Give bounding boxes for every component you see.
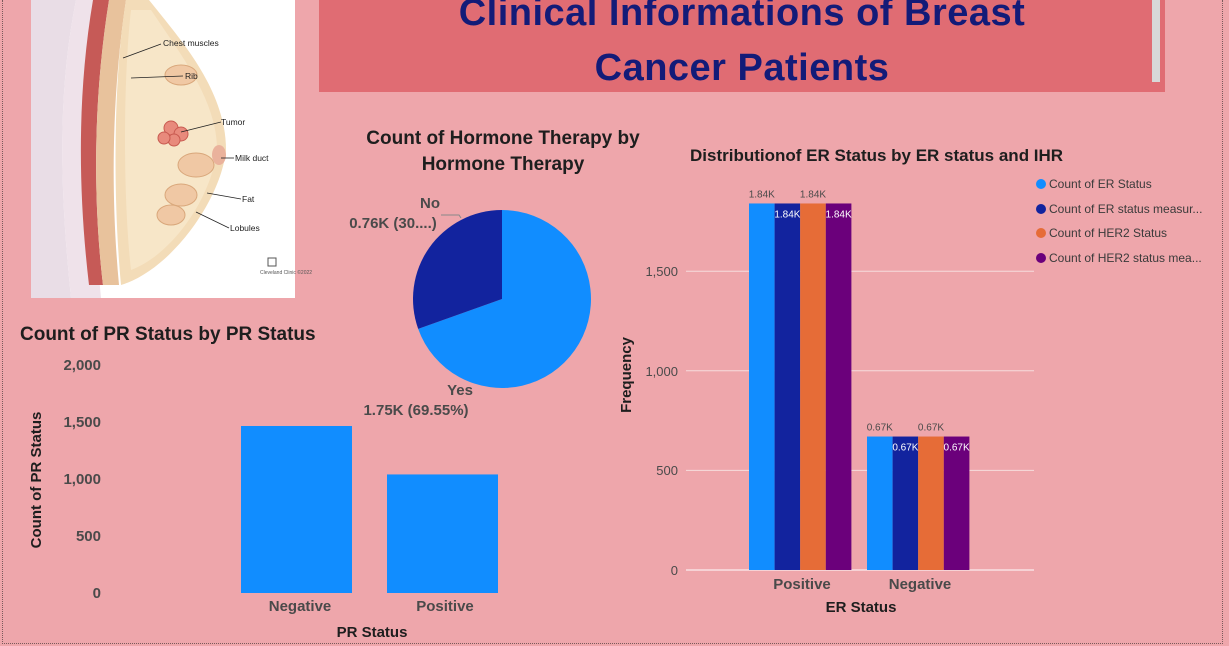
er-ytick-label: 0 [671, 563, 678, 578]
er-chart-title: Distributionof ER Status by ER status an… [690, 146, 1064, 165]
pie-label-no: No [420, 195, 440, 212]
anatomy-label-rib: Rib [185, 71, 198, 81]
pie-value-no: 0.76K (30....) [349, 215, 437, 232]
pr-y-axis-title: Count of PR Status [28, 412, 45, 549]
pr-chart-title: Count of PR Status by PR Status [20, 324, 316, 345]
legend-label: Count of ER Status [1049, 177, 1152, 192]
er-bar-positive-series-1[interactable] [749, 203, 775, 571]
legend-label: Count of HER2 status mea... [1049, 250, 1202, 265]
legend-swatch [1036, 203, 1046, 214]
legend-item[interactable]: Count of HER2 Status [1036, 221, 1202, 246]
er-data-label: 0.67K [944, 443, 970, 454]
er-bar-positive-series-3[interactable] [800, 203, 826, 571]
er-bar-positive-series-4[interactable] [825, 203, 852, 571]
anatomy-illustration: Chest muscles Rib Tumor Milk duct Fat Lo… [31, 0, 312, 298]
legend-swatch [1036, 179, 1046, 190]
anatomy-label-fat: Fat [242, 194, 255, 204]
legend-label: Count of ER status measur... [1049, 201, 1203, 216]
legend-swatch [1036, 252, 1046, 263]
pie-leader-line-no [441, 214, 462, 219]
anatomy-label-tumor: Tumor [221, 117, 245, 127]
er-data-label: 0.67K [918, 423, 944, 434]
pie-chart-title: Count of Hormone Therapy by Hormone Ther… [366, 128, 640, 175]
er-xtick-positive: Positive [773, 576, 831, 593]
anatomy-label-chest-muscles: Chest muscles [163, 38, 219, 48]
er-x-axis-title: ER Status [826, 599, 897, 616]
pie-slice-yes[interactable] [418, 210, 591, 388]
er-bar-negative-series-4[interactable] [943, 436, 970, 570]
er-data-label: 1.84K [800, 189, 826, 200]
er-data-label: 0.67K [867, 423, 893, 434]
anatomy-label-lobules: Lobules [230, 223, 260, 233]
legend-label: Count of HER2 Status [1049, 226, 1168, 241]
er-xtick-negative: Negative [889, 576, 952, 593]
pr-ytick-label: 2,000 [63, 357, 101, 374]
pr-ytick-label: 1,500 [63, 414, 101, 431]
cleveland-clinic-logo-icon [267, 257, 277, 267]
pie-value-yes: 1.75K (69.55%) [363, 402, 468, 419]
pie-slice-no[interactable] [413, 210, 502, 329]
report-title-line-1: Clinical Informations of Breast [458, 0, 1026, 34]
anatomy-logo-text: Cleveland Clinic ©2022 [260, 269, 312, 276]
title-scrollbar[interactable] [1152, 0, 1160, 82]
legend-item[interactable]: Count of ER status measur... [1036, 197, 1202, 222]
er-bar-positive-series-2[interactable] [774, 203, 801, 571]
report-title-line-2: Cancer Patients [594, 47, 890, 89]
pr-ytick-label: 500 [76, 528, 101, 545]
er-chart-legend: Count of ER Status Count of ER status me… [1036, 172, 1202, 270]
er-y-axis-title: Frequency [618, 336, 635, 413]
er-data-label: 1.84K [774, 209, 800, 220]
er-ytick-label: 500 [656, 463, 678, 478]
er-data-label: 1.84K [826, 209, 852, 220]
er-data-label: 0.67K [892, 443, 918, 454]
breast-anatomy-image: Chest muscles Rib Tumor Milk duct Fat Lo… [31, 0, 312, 298]
pr-xtick-positive: Positive [416, 598, 474, 615]
legend-item[interactable]: Count of ER Status [1036, 172, 1202, 197]
legend-swatch [1036, 228, 1046, 239]
legend-item[interactable]: Count of HER2 status mea... [1036, 246, 1202, 271]
pr-ytick-label: 1,000 [63, 471, 101, 488]
pr-xtick-negative: Negative [269, 598, 332, 615]
report-title-banner: Clinical Informations of Breast Cancer P… [319, 0, 1165, 92]
er-ytick-label: 1,000 [645, 364, 678, 379]
pr-bar-positive[interactable] [387, 474, 498, 593]
er-data-label: 1.84K [749, 189, 775, 200]
pr-x-axis-title: PR Status [337, 624, 408, 641]
er-ytick-label: 1,500 [645, 264, 678, 279]
er-bar-negative-series-3[interactable] [918, 436, 944, 570]
pr-ytick-label: 0 [93, 585, 101, 602]
anatomy-label-milk-duct: Milk duct [235, 153, 269, 163]
er-bar-negative-series-2[interactable] [892, 436, 919, 570]
pr-bar-negative[interactable] [241, 425, 352, 593]
pie-label-yes: Yes [447, 382, 473, 399]
er-bar-negative-series-1[interactable] [867, 436, 893, 570]
